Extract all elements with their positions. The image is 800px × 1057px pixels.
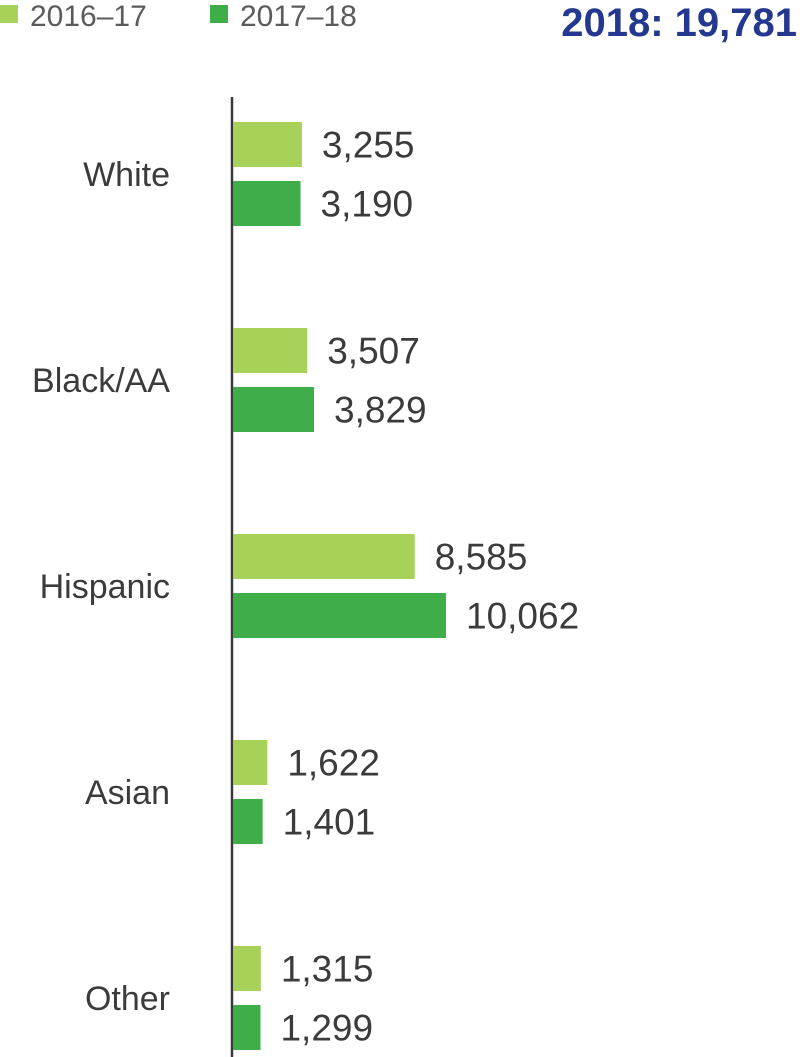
value-label-black-aa-2016-17: 3,507	[327, 331, 420, 372]
category-label-asian: Asian	[85, 774, 170, 812]
legend-label-2016-17: 2016–17	[30, 0, 147, 33]
value-label-asian-2016-17: 1,622	[287, 743, 380, 784]
category-label-hispanic: Hispanic	[40, 568, 170, 606]
bar-hispanic-2016-17	[233, 534, 415, 579]
bar-black-aa-2016-17	[233, 328, 308, 373]
bar-other-2016-17	[233, 946, 261, 991]
legend: 2016–17 2017–18	[0, 0, 357, 33]
bar-hispanic-2017-18	[233, 593, 446, 638]
bar-white-2017-18	[233, 181, 301, 226]
plot-area: White 3,255 3,190 Black/AA 3,507 3,829 Hispani…	[32, 122, 579, 1050]
legend-swatch-2017-18	[210, 5, 228, 23]
category-label-other: Other	[85, 980, 170, 1018]
bar-white-2016-17	[233, 122, 302, 167]
value-label-hispanic-2016-17: 8,585	[435, 537, 528, 578]
value-label-hispanic-2017-18: 10,062	[466, 596, 579, 637]
bar-asian-2017-18	[233, 799, 263, 844]
bar-other-2017-18	[233, 1005, 261, 1050]
legend-label-2017-18: 2017–18	[240, 0, 357, 33]
category-label-black-aa: Black/AA	[32, 362, 170, 400]
value-label-other-2017-18: 1,299	[280, 1008, 373, 1049]
total-count: 2018: 19,781	[561, 1, 797, 45]
bar-black-aa-2017-18	[233, 387, 315, 432]
value-label-asian-2017-18: 1,401	[283, 802, 376, 843]
legend-swatch-2016-17	[0, 5, 18, 23]
value-label-other-2016-17: 1,315	[281, 949, 374, 990]
bar-asian-2016-17	[233, 740, 268, 785]
value-label-black-aa-2017-18: 3,829	[334, 390, 427, 431]
category-label-white: White	[83, 156, 170, 194]
value-label-white-2016-17: 3,255	[322, 125, 415, 166]
value-label-white-2017-18: 3,190	[321, 184, 414, 225]
